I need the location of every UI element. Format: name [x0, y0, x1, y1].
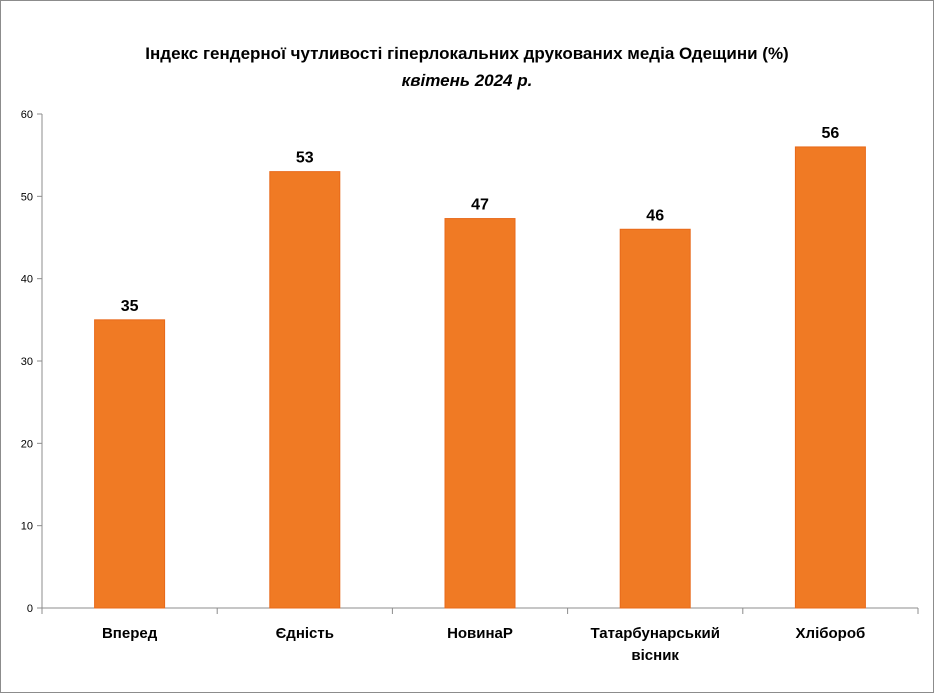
y-tick-label: 60 [21, 109, 33, 121]
category-label: НовинаР [447, 625, 513, 642]
bar [94, 319, 166, 609]
category-label: вісник [631, 647, 679, 664]
category-label: Татарбунарський [590, 625, 719, 642]
bar [269, 171, 341, 609]
data-label: 46 [646, 207, 664, 224]
bar [619, 228, 691, 609]
y-tick-label: 0 [27, 603, 33, 615]
category-label: Хлібороб [796, 625, 866, 642]
y-tick-label: 50 [21, 191, 33, 203]
chart-title: Індекс гендерної чутливості гіперлокальн… [145, 44, 789, 63]
bar [794, 146, 866, 609]
data-label: 53 [296, 150, 314, 167]
data-label: 56 [822, 125, 840, 142]
category-label: Вперед [102, 625, 158, 642]
y-tick-label: 20 [21, 438, 33, 450]
y-tick-label: 10 [21, 521, 33, 533]
y-tick-label: 30 [21, 356, 33, 368]
y-tick-label: 40 [21, 274, 33, 286]
category-label: Єдність [276, 625, 334, 642]
bar [444, 218, 516, 609]
data-label: 47 [471, 197, 489, 214]
chart-subtitle: квітень 2024 р. [401, 71, 533, 90]
data-label: 35 [121, 298, 139, 315]
